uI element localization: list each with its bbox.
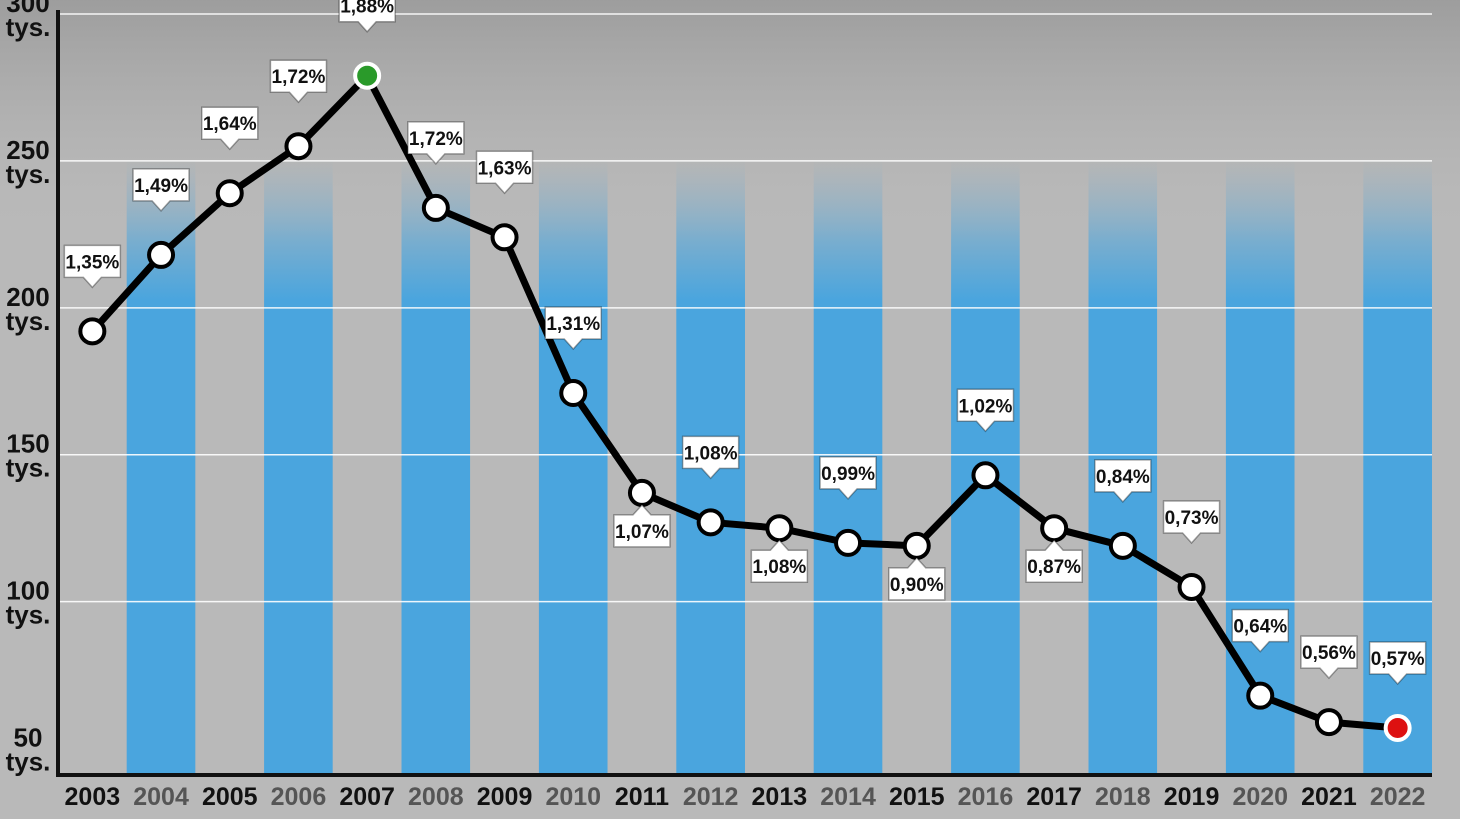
y-tick-label-250: 250 tys. [6, 135, 51, 189]
data-point-2016 [971, 461, 1000, 490]
data-label-text-2019: 0,73% [1165, 508, 1219, 529]
data-label-2005: 1,64% [201, 106, 259, 151]
data-label-text-2008: 1,72% [409, 129, 463, 150]
data-point-2008 [421, 193, 450, 222]
data-label-text-2007: 1,88% [340, 0, 394, 18]
x-tick-label-2004: 2004 [133, 783, 189, 811]
x-tick-label-2006: 2006 [271, 783, 327, 811]
y-axis-labels: 300 tys. 250 tys. 200 tys. 150 tys. 100 tys. 50 tys… [6, 0, 51, 777]
x-tick-label-2014: 2014 [820, 783, 876, 811]
data-label-2008: 1,72% [407, 121, 465, 166]
data-label-2018: 0,84% [1094, 459, 1152, 503]
data-label-2004: 1,49% [132, 168, 190, 213]
data-label-text-2014: 0,99% [821, 464, 875, 485]
data-label-text-2005: 1,64% [203, 114, 257, 135]
data-point-2010 [559, 379, 588, 408]
data-point-2022 [1383, 713, 1412, 742]
data-label-text-2013: 1,08% [752, 557, 806, 578]
y-tick-label-200: 200 tys. [6, 282, 51, 336]
data-point-2019 [1177, 572, 1206, 601]
x-tick-label-2007: 2007 [339, 783, 395, 811]
data-label-text-2004: 1,49% [134, 176, 188, 197]
data-point-2017 [1040, 514, 1069, 543]
data-label-text-2021: 0,56% [1302, 643, 1356, 664]
data-label-2015: 0,90% [888, 556, 946, 601]
x-tick-label-2012: 2012 [683, 783, 739, 811]
data-labels: 1,35% 1,49% 1,64% 1,72% 1,88% 1,72% 1,63% 1,31%… [63, 0, 1427, 686]
data-point-2009 [490, 223, 519, 252]
data-label-2003: 1,35% [63, 244, 122, 289]
data-label-2007: 1,88% [338, 0, 396, 33]
data-label-2020: 0,64% [1231, 608, 1289, 653]
data-label-text-2011: 1,07% [615, 522, 669, 543]
y-tick-label-100: 100 tys. [6, 576, 51, 630]
data-point-2006 [284, 132, 313, 161]
data-label-text-2010: 1,31% [546, 314, 600, 335]
data-label-text-2020: 0,64% [1233, 617, 1287, 638]
data-point-2003 [78, 317, 107, 346]
x-tick-label-2018: 2018 [1095, 783, 1151, 811]
data-point-2005 [215, 179, 244, 208]
data-label-2010: 1,31% [544, 306, 602, 351]
y-tick-label-50: 50 tys. [6, 723, 51, 777]
data-label-text-2015: 0,90% [890, 575, 944, 596]
x-tick-label-2021: 2021 [1301, 783, 1357, 811]
x-tick-label-2011: 2011 [615, 783, 669, 811]
data-label-text-2018: 0,84% [1096, 467, 1150, 488]
data-point-2020 [1246, 681, 1275, 710]
x-tick-label-2019: 2019 [1164, 783, 1220, 811]
data-label-2013: 1,08% [750, 539, 809, 583]
x-tick-label-2020: 2020 [1232, 783, 1288, 811]
data-label-text-2022: 0,57% [1371, 649, 1425, 670]
x-tick-label-2008: 2008 [408, 783, 464, 811]
data-label-2012: 1,08% [681, 435, 740, 480]
y-tick-label-300: 300 tys. [6, 0, 51, 42]
data-label-text-2017: 0,87% [1027, 557, 1081, 578]
axes [56, 10, 1432, 777]
data-label-2019: 0,73% [1162, 500, 1221, 545]
data-point-2021 [1314, 708, 1343, 737]
data-point-2004 [147, 240, 176, 269]
data-label-2006: 1,72% [269, 59, 328, 104]
data-label-2017: 0,87% [1025, 539, 1083, 583]
x-tick-label-2022: 2022 [1370, 783, 1426, 811]
data-label-2016: 1,02% [956, 388, 1015, 433]
data-point-2007 [353, 61, 382, 90]
data-label-2011: 1,07% [613, 503, 671, 548]
data-label-text-2012: 1,08% [684, 443, 738, 464]
x-tick-label-2017: 2017 [1026, 783, 1082, 811]
data-point-2011 [627, 478, 656, 507]
data-point-2014 [834, 528, 863, 557]
data-label-2021: 0,56% [1300, 635, 1358, 680]
data-point-2015 [902, 531, 931, 560]
x-tick-label-2015: 2015 [889, 783, 945, 811]
data-point-2013 [765, 514, 794, 543]
y-tick-label-150: 150 tys. [6, 429, 51, 483]
data-label-2009: 1,63% [475, 150, 534, 195]
x-tick-label-2010: 2010 [545, 783, 601, 811]
data-label-text-2006: 1,72% [272, 67, 326, 88]
data-point-2012 [696, 508, 725, 537]
data-label-2014: 0,99% [819, 456, 877, 501]
x-axis-labels: 2003 2004 2005 2006 2007 2008 2009 2010 2011 2012… [65, 783, 1426, 811]
x-tick-label-2016: 2016 [958, 783, 1014, 811]
data-label-text-2016: 1,02% [959, 396, 1013, 417]
x-tick-label-2013: 2013 [752, 783, 808, 811]
x-tick-label-2009: 2009 [477, 783, 533, 811]
data-points [78, 61, 1412, 742]
data-label-text-2003: 1,35% [65, 252, 119, 273]
x-tick-label-2003: 2003 [65, 783, 121, 811]
data-label-text-2009: 1,63% [478, 158, 532, 179]
x-tick-label-2005: 2005 [202, 783, 258, 811]
data-label-2022: 0,57% [1368, 641, 1427, 686]
data-point-2018 [1108, 531, 1137, 560]
